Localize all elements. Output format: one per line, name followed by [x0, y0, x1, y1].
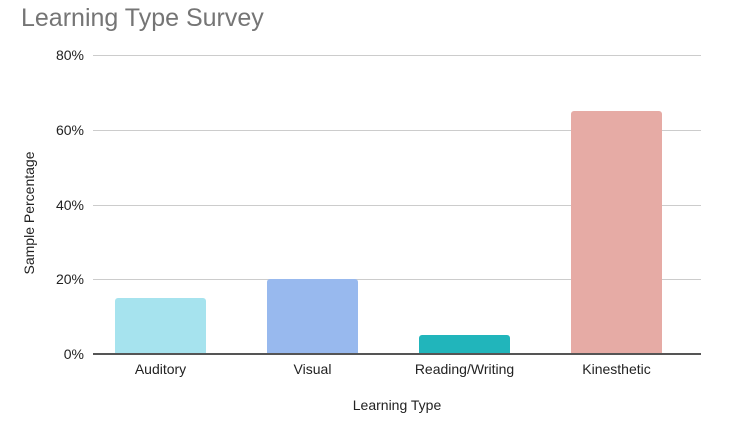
gridline — [93, 55, 701, 56]
x-tick-label: Visual — [293, 361, 332, 377]
bar-visual[interactable] — [267, 279, 358, 353]
y-tick-label: 80% — [55, 47, 84, 63]
y-axis-label: Sample Percentage — [21, 151, 37, 275]
x-axis-label: Learning Type — [352, 397, 442, 413]
y-tick-label: 60% — [55, 121, 84, 138]
plot-area — [93, 55, 701, 355]
gridline — [93, 279, 701, 281]
chart-title: Learning Type Survey — [21, 4, 264, 32]
gridline — [93, 204, 701, 206]
x-tick-label: Auditory — [134, 361, 187, 377]
y-tick-label: 40% — [55, 196, 84, 213]
bar-auditory[interactable] — [115, 297, 206, 353]
x-tick-label: Reading/Writing — [414, 361, 515, 377]
x-tick-label: Kinesthetic — [582, 361, 651, 377]
gridline — [93, 129, 701, 131]
bar-kinesthetic[interactable] — [571, 111, 662, 353]
bar-reading-writing[interactable] — [419, 335, 510, 353]
y-tick-label: 20% — [55, 271, 84, 288]
y-tick-label: 0% — [63, 346, 84, 362]
x-axis-baseline — [93, 353, 701, 355]
